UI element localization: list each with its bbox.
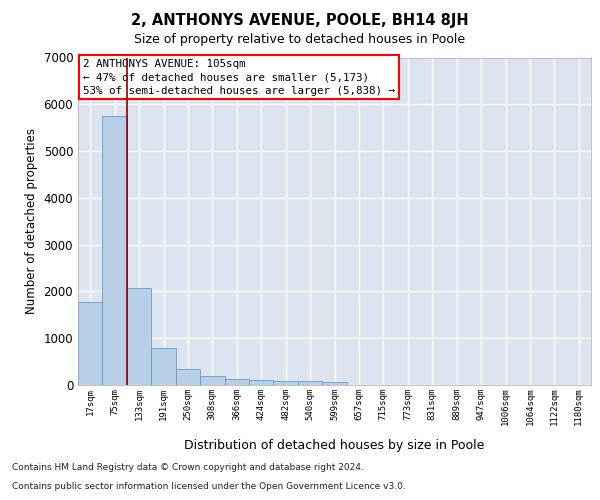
X-axis label: Distribution of detached houses by size in Poole: Distribution of detached houses by size … bbox=[184, 440, 485, 452]
Text: Contains public sector information licensed under the Open Government Licence v3: Contains public sector information licen… bbox=[12, 482, 406, 491]
Bar bbox=[127, 288, 151, 385]
Text: Contains HM Land Registry data © Crown copyright and database right 2024.: Contains HM Land Registry data © Crown c… bbox=[12, 464, 364, 472]
Bar bbox=[224, 380, 249, 385]
Bar bbox=[103, 116, 127, 385]
Y-axis label: Number of detached properties: Number of detached properties bbox=[25, 128, 38, 314]
Text: 2 ANTHONYS AVENUE: 105sqm
← 47% of detached houses are smaller (5,173)
53% of se: 2 ANTHONYS AVENUE: 105sqm ← 47% of detac… bbox=[83, 59, 395, 96]
Bar bbox=[322, 382, 347, 385]
Text: 2, ANTHONYS AVENUE, POOLE, BH14 8JH: 2, ANTHONYS AVENUE, POOLE, BH14 8JH bbox=[131, 12, 469, 28]
Bar bbox=[274, 380, 298, 385]
Bar bbox=[249, 380, 274, 385]
Bar bbox=[151, 348, 176, 385]
Text: Size of property relative to detached houses in Poole: Size of property relative to detached ho… bbox=[134, 32, 466, 46]
Bar bbox=[298, 382, 322, 385]
Bar bbox=[200, 376, 224, 385]
Bar bbox=[176, 369, 200, 385]
Bar bbox=[78, 302, 103, 385]
